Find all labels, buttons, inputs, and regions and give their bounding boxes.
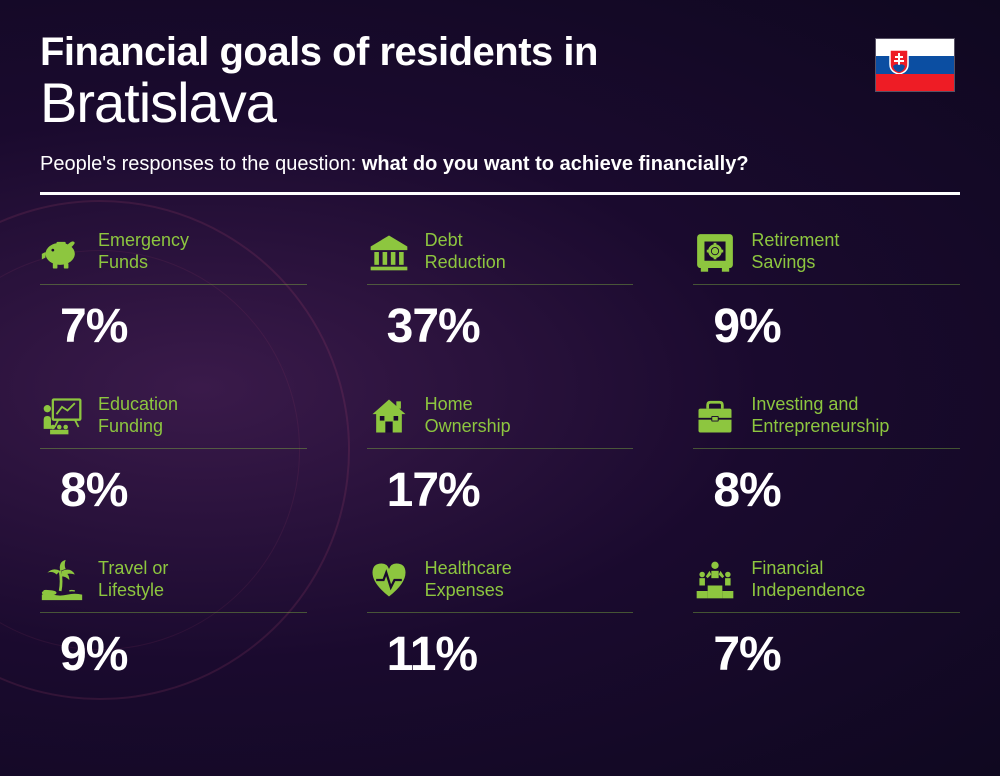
stat-label: DebtReduction bbox=[425, 230, 506, 273]
podium-icon bbox=[693, 558, 737, 602]
stat-label: HomeOwnership bbox=[425, 394, 511, 437]
stat-home-ownership: HomeOwnership 17% bbox=[367, 394, 634, 518]
stat-label: Travel orLifestyle bbox=[98, 558, 168, 601]
stats-grid: EmergencyFunds 7% DebtReduction 37% Reti… bbox=[40, 230, 960, 682]
stat-emergency-funds: EmergencyFunds 7% bbox=[40, 230, 307, 354]
stat-investing-entrepreneurship: Investing andEntrepreneurship 8% bbox=[693, 394, 960, 518]
piggy-bank-icon bbox=[40, 230, 84, 274]
subtitle-prefix: People's responses to the question: bbox=[40, 153, 362, 175]
slovakia-flag-icon bbox=[875, 38, 955, 92]
subtitle: People's responses to the question: what… bbox=[40, 153, 960, 176]
stat-value: 8% bbox=[60, 463, 307, 518]
bank-icon bbox=[367, 230, 411, 274]
stat-value: 17% bbox=[387, 463, 634, 518]
stat-label: RetirementSavings bbox=[751, 230, 839, 273]
stat-label: FinancialIndependence bbox=[751, 558, 865, 601]
stat-retirement-savings: RetirementSavings 9% bbox=[693, 230, 960, 354]
stat-label: Investing andEntrepreneurship bbox=[751, 394, 889, 437]
stat-debt-reduction: DebtReduction 37% bbox=[367, 230, 634, 354]
briefcase-icon bbox=[693, 394, 737, 438]
stat-label: HealthcareExpenses bbox=[425, 558, 512, 601]
stat-value: 7% bbox=[713, 627, 960, 682]
presentation-board-icon bbox=[40, 394, 84, 438]
stat-value: 8% bbox=[713, 463, 960, 518]
divider bbox=[40, 192, 960, 195]
heart-pulse-icon bbox=[367, 558, 411, 602]
stat-value: 7% bbox=[60, 299, 307, 354]
stat-value: 37% bbox=[387, 299, 634, 354]
palm-tree-icon bbox=[40, 558, 84, 602]
title-line-2: Bratislava bbox=[40, 70, 960, 135]
stat-label: EmergencyFunds bbox=[98, 230, 189, 273]
stat-healthcare-expenses: HealthcareExpenses 11% bbox=[367, 558, 634, 682]
stat-travel-lifestyle: Travel orLifestyle 9% bbox=[40, 558, 307, 682]
stat-financial-independence: FinancialIndependence 7% bbox=[693, 558, 960, 682]
subtitle-question: what do you want to achieve financially? bbox=[362, 153, 749, 175]
header: Financial goals of residents in Bratisla… bbox=[40, 30, 960, 135]
stat-value: 9% bbox=[713, 299, 960, 354]
stat-education-funding: EducationFunding 8% bbox=[40, 394, 307, 518]
stat-value: 11% bbox=[387, 627, 634, 682]
safe-icon bbox=[693, 230, 737, 274]
stat-label: EducationFunding bbox=[98, 394, 178, 437]
home-icon bbox=[367, 394, 411, 438]
stat-value: 9% bbox=[60, 627, 307, 682]
title-line-1: Financial goals of residents in bbox=[40, 30, 960, 75]
